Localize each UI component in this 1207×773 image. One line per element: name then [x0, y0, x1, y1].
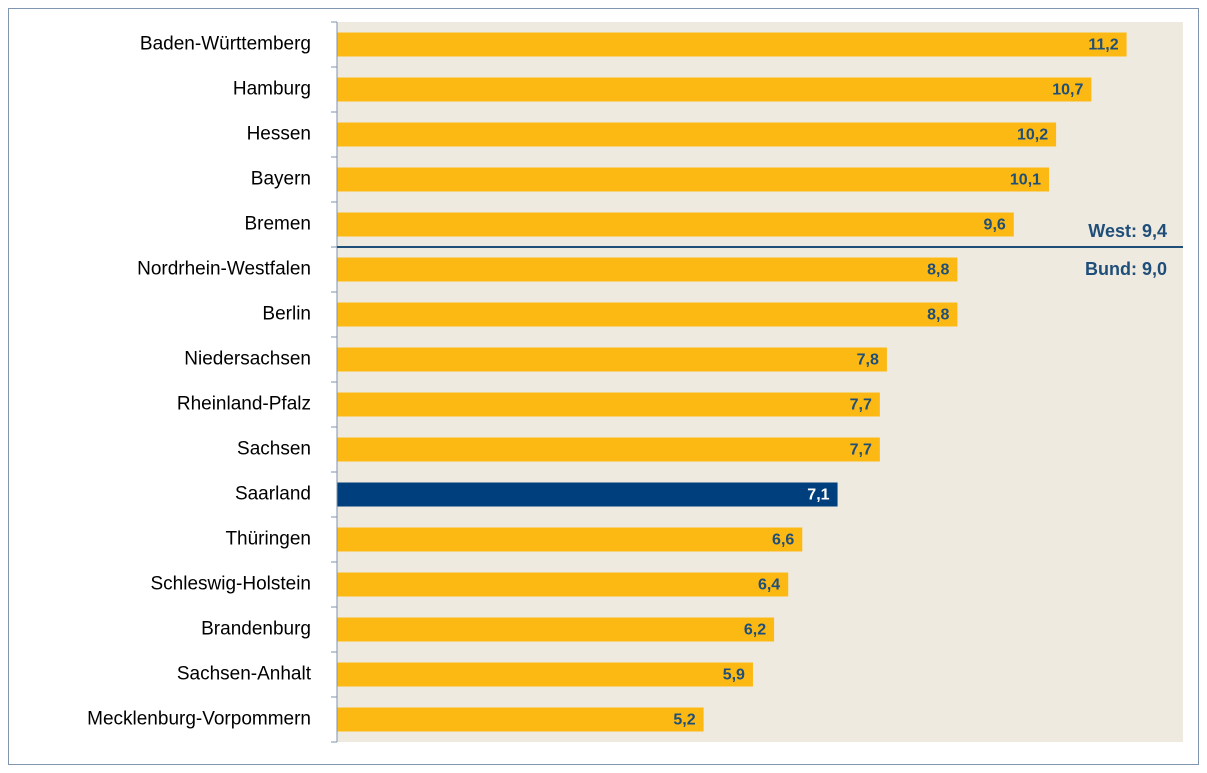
value-label: 8,8 [927, 307, 949, 324]
value-label: 8,8 [927, 262, 949, 279]
category-label: Hessen [247, 124, 311, 145]
value-label: 7,1 [807, 487, 829, 504]
bar [337, 662, 753, 687]
bar [337, 167, 1050, 192]
category-label: Thüringen [225, 529, 311, 550]
value-label: 7,7 [850, 397, 872, 414]
category-label: Hamburg [233, 79, 311, 100]
annotation: West: 9,4 [1088, 221, 1167, 241]
value-label: 11,2 [1088, 37, 1118, 54]
value-label: 5,9 [723, 667, 745, 684]
category-label: Sachsen [237, 439, 311, 460]
value-label: 9,6 [984, 217, 1006, 234]
category-label: Rheinland-Pfalz [177, 394, 311, 415]
category-label: Sachsen-Anhalt [177, 664, 312, 685]
value-label: 10,7 [1052, 82, 1083, 99]
annotation: Bund: 9,0 [1085, 259, 1167, 279]
category-label: Brandenburg [201, 619, 311, 640]
bar [337, 77, 1092, 102]
value-label: 7,8 [857, 352, 879, 369]
category-label: Berlin [262, 304, 311, 325]
category-label: Baden-Württemberg [140, 34, 311, 55]
value-label: 6,4 [758, 577, 780, 594]
value-label: 5,2 [673, 712, 695, 729]
bar [337, 302, 958, 327]
bar [337, 212, 1014, 237]
bar [337, 482, 838, 507]
category-label: Mecklenburg-Vorpommern [87, 709, 311, 730]
category-label: Schleswig-Holstein [150, 574, 311, 595]
bar [337, 347, 887, 372]
category-label: Bremen [244, 214, 311, 235]
bar [337, 392, 880, 417]
value-label: 6,6 [772, 532, 794, 549]
value-label: 10,2 [1017, 127, 1048, 144]
value-label: 7,7 [850, 442, 872, 459]
bar [337, 122, 1057, 147]
bar [337, 257, 958, 282]
bar [337, 32, 1127, 57]
bar [337, 572, 789, 597]
category-label: Nordrhein-Westfalen [137, 259, 311, 280]
category-label: Saarland [235, 484, 311, 505]
category-label: Niedersachsen [184, 349, 311, 370]
bar [337, 617, 775, 642]
bar [337, 527, 803, 552]
value-label: 6,2 [744, 622, 766, 639]
category-label: Bayern [251, 169, 311, 190]
bar [337, 707, 704, 732]
bar [337, 437, 880, 462]
value-label: 10,1 [1010, 172, 1041, 189]
